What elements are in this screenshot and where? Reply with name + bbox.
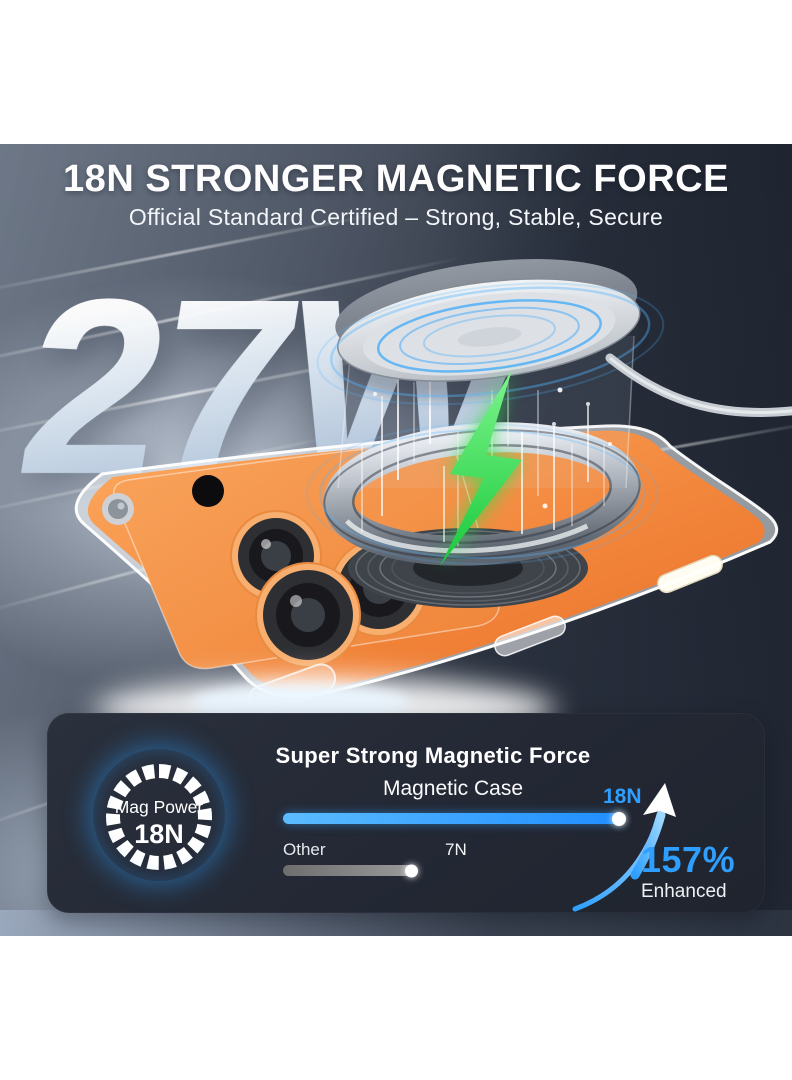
badge-line1: Mag Power — [115, 797, 204, 817]
panel-title: Super Strong Magnetic Force — [275, 743, 591, 768]
magnetic-force-panel: Mag Power 18N Super Strong Magnetic Forc… — [47, 713, 765, 913]
badge-line2: 18N — [134, 819, 184, 849]
artwork: 18N STRONGER MAGNETIC FORCE Official Sta… — [0, 144, 792, 936]
mag-power-badge: Mag Power 18N — [79, 735, 239, 895]
charging-cable — [605, 353, 792, 417]
bar-label: Magnetic Case — [382, 777, 524, 800]
mag-ring-icon: Mag Power 18N — [106, 764, 212, 870]
bar-fill — [283, 811, 626, 826]
bar-value: 7N — [445, 840, 467, 859]
bar-track — [283, 864, 623, 877]
bar-track — [283, 811, 626, 826]
page-subtitle: Official Standard Certified – Strong, St… — [128, 204, 664, 230]
letterbox-bottom — [0, 936, 792, 1080]
bar-label: Other — [283, 840, 326, 859]
product-scene — [74, 258, 792, 742]
bottom-gradient-strip — [0, 910, 792, 936]
letterbox-top — [0, 0, 792, 144]
case-edge-highlight — [329, 540, 771, 694]
enhancement-callout: 157% Enhanced — [641, 841, 771, 903]
page-title: 18N STRONGER MAGNETIC FORCE — [63, 158, 729, 200]
bar-end-dot — [405, 864, 419, 877]
bar-value: 18N — [603, 785, 642, 808]
flash-cutout — [192, 475, 224, 507]
bar-fill — [283, 864, 419, 877]
growth-arrow-icon — [572, 783, 676, 912]
bar-chart: Magnetic Case — [283, 777, 623, 801]
lightning-icon — [440, 370, 522, 566]
bar-end-dot — [612, 811, 626, 826]
magsafe-charger-graphic — [316, 258, 665, 406]
sparkles — [373, 387, 612, 509]
camera-lens — [255, 562, 361, 668]
camera-lens — [230, 510, 322, 602]
enhanced-percent: 157% — [641, 839, 736, 880]
enhanced-label: Enhanced — [641, 880, 727, 902]
badge-blue-glow — [93, 749, 225, 881]
